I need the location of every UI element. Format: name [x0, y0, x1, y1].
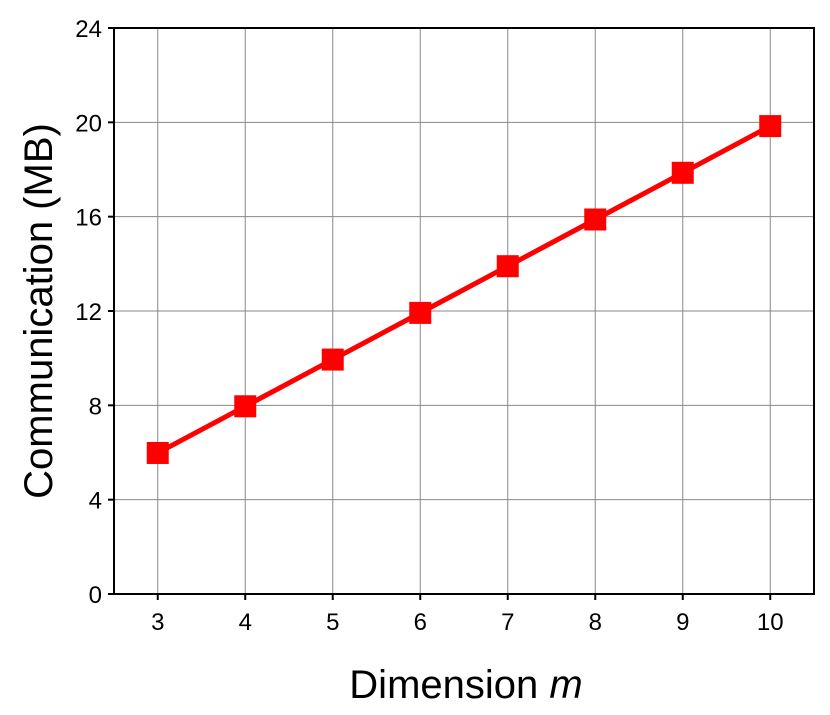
marker — [146, 441, 169, 464]
marker — [671, 161, 694, 184]
x-tick-label: 5 — [326, 609, 339, 636]
y-tick-label: 12 — [75, 299, 102, 326]
x-tick-label: 3 — [151, 609, 164, 636]
marker — [321, 348, 344, 371]
y-tick-label: 16 — [75, 205, 102, 232]
x-tick-label: 9 — [676, 609, 689, 636]
marker — [234, 395, 257, 418]
y-axis-label: Communication (MB) — [17, 123, 61, 499]
x-tick-label: 10 — [757, 609, 784, 636]
y-tick-label: 0 — [89, 582, 102, 609]
y-tick-label: 4 — [89, 488, 102, 515]
x-axis-label: Dimension m — [349, 663, 582, 707]
marker — [496, 255, 519, 278]
series-line — [156, 123, 772, 456]
x-tick-label: 6 — [414, 609, 427, 636]
y-tick-label: 8 — [89, 393, 102, 420]
x-tick-label: 8 — [589, 609, 602, 636]
x-tick-label: 4 — [239, 609, 252, 636]
grid — [114, 27, 814, 595]
marker — [409, 301, 432, 324]
x-tick-label: 7 — [501, 609, 514, 636]
marker — [584, 208, 607, 231]
y-tick-label: 24 — [75, 16, 102, 43]
marker — [759, 115, 782, 138]
y-tick-label: 20 — [75, 110, 102, 137]
